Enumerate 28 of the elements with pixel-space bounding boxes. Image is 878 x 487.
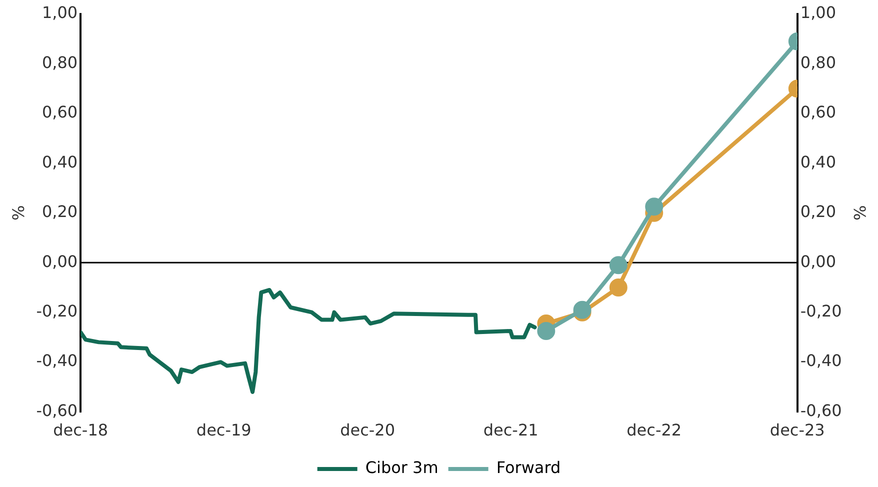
y-tick-label: -0,60 — [36, 400, 78, 420]
y-tick-label: 0,20 — [42, 202, 78, 222]
y-tick-label: 1,00 — [42, 3, 78, 22]
y-tick-label: -0,40 — [36, 351, 78, 370]
legend-label: Forward — [496, 458, 561, 478]
x-tick-label: dec-20 — [340, 420, 396, 440]
legend-label: Cibor 3m — [365, 458, 438, 478]
y2-axis-title: % — [850, 205, 870, 220]
y2-tick-label: -0,20 — [800, 302, 842, 321]
y-tick-label: 0,00 — [42, 252, 78, 271]
y-tick-label: 0,80 — [42, 52, 78, 72]
y2-tick-label: 0,80 — [800, 52, 836, 72]
y-axis-title: % — [8, 205, 28, 220]
y2-tick-label: 1,00 — [800, 3, 836, 22]
y2-tick-label: 0,00 — [800, 252, 836, 271]
y2-tick-label: -0,40 — [800, 351, 842, 370]
x-tick-label: dec-23 — [770, 420, 825, 440]
x-tick-label: dec-19 — [196, 420, 252, 440]
y-tick-label: 0,60 — [42, 102, 78, 122]
x-tick-label: dec-18 — [53, 420, 108, 440]
y2-tick-label: 0,60 — [800, 102, 836, 122]
y2-tick-label: 0,40 — [800, 152, 836, 172]
y2-tick-label: 0,20 — [800, 202, 836, 222]
y-tick-label: -0,20 — [36, 302, 78, 321]
x-tick-label: dec-22 — [626, 420, 682, 440]
x-tick-label: dec-21 — [483, 420, 538, 440]
y-tick-label: 0,40 — [42, 152, 78, 172]
y2-tick-label: -0,60 — [800, 400, 842, 420]
